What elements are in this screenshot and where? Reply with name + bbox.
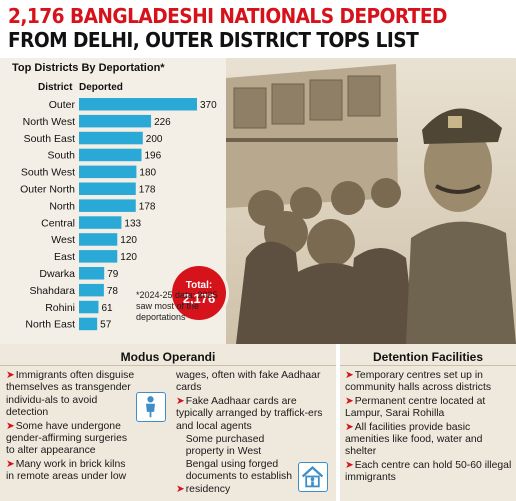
category-label: Rohini bbox=[45, 302, 75, 314]
bar bbox=[79, 131, 143, 145]
detention-facilities-panel: Detention Facilities ➤Temporary centres … bbox=[340, 344, 516, 501]
list-item: ➤Some purchased property in West Bengal … bbox=[176, 434, 292, 495]
bar bbox=[79, 199, 136, 212]
police-and-detainees-illustration bbox=[226, 58, 516, 344]
category-label: Central bbox=[41, 217, 75, 229]
total-badge: Total: 2,176 bbox=[172, 266, 226, 320]
total-label: Total: bbox=[185, 280, 213, 291]
category-label: South West bbox=[21, 167, 75, 179]
list-item: wages, often with fake Aadhaar cards bbox=[176, 370, 321, 394]
value-label: 370 bbox=[200, 100, 217, 111]
value-label: 57 bbox=[100, 320, 112, 331]
list-item: ➤Permanent centre located at Lampur, Sar… bbox=[345, 395, 486, 420]
bar bbox=[79, 267, 105, 280]
value-label: 178 bbox=[139, 185, 156, 196]
bar bbox=[79, 114, 152, 128]
bar bbox=[79, 300, 99, 314]
value-label: 226 bbox=[154, 117, 171, 128]
headline-line-1: 2,176 BANGLADESHI NATIONALS DEPORTED bbox=[8, 4, 447, 28]
modus-column-2: wages, often with fake Aadhaar cards ➤Fa… bbox=[176, 370, 334, 497]
value-label: 200 bbox=[146, 134, 163, 145]
list-item: ➤Some have undergone gender-affirming su… bbox=[6, 420, 128, 457]
bar bbox=[79, 148, 142, 162]
bar bbox=[79, 165, 137, 179]
category-label: East bbox=[54, 251, 75, 263]
list-item: ➤Temporary centres set up in community h… bbox=[345, 370, 492, 394]
bar bbox=[79, 250, 118, 263]
category-label: North bbox=[49, 200, 75, 212]
footnote: *2024-25 data; 2025 saw most of the depo… bbox=[136, 290, 218, 322]
modus-column-1: ➤Immigrants often disguise themselves as… bbox=[6, 370, 136, 485]
category-label: West bbox=[51, 234, 75, 246]
value-label: 79 bbox=[107, 269, 119, 280]
house-person-icon bbox=[298, 462, 328, 492]
category-label: Outer North bbox=[20, 184, 75, 196]
category-label: Shahdara bbox=[29, 285, 75, 297]
transgender-person-icon bbox=[136, 392, 166, 422]
category-label: Dwarka bbox=[39, 268, 75, 280]
deportation-bar-chart: Outer 370 North West 226 South East 200 South 1… bbox=[20, 98, 217, 331]
value-label: 120 bbox=[120, 235, 137, 246]
category-label: North East bbox=[25, 319, 75, 331]
bar bbox=[79, 317, 98, 331]
total-value: 2,176 bbox=[182, 291, 216, 306]
category-label: South bbox=[48, 150, 76, 162]
list-item: ➤All facilities provide basic amenities … bbox=[345, 421, 483, 458]
value-label: 180 bbox=[139, 168, 156, 179]
category-label: North West bbox=[23, 116, 75, 128]
bar bbox=[79, 283, 104, 297]
detention-facilities-title: Detention Facilities bbox=[340, 344, 516, 366]
list-item: ➤Many work in brick kilns in remote area… bbox=[6, 458, 127, 483]
bar bbox=[79, 182, 136, 195]
headline-line-2: FROM DELHI, OUTER DISTRICT TOPS LIST bbox=[8, 28, 419, 52]
chart-title: Top Districts By Deportation* bbox=[12, 62, 165, 74]
list-item: ➤Fake Aadhaar cards are typically arrang… bbox=[176, 395, 323, 432]
bar bbox=[79, 233, 118, 246]
bar bbox=[79, 216, 122, 229]
headline: 2,176 BANGLADESHI NATIONALS DEPORTED FRO… bbox=[8, 4, 508, 52]
modus-operandi-panel: Modus Operandi ➤Immigrants often disguis… bbox=[0, 344, 336, 501]
deported-column-header: Deported bbox=[79, 82, 123, 93]
value-label: 120 bbox=[120, 252, 137, 263]
value-label: 61 bbox=[101, 303, 113, 314]
value-label: 196 bbox=[145, 151, 162, 162]
district-column-header: District bbox=[38, 82, 73, 93]
value-label: 133 bbox=[124, 218, 141, 229]
modus-operandi-title: Modus Operandi bbox=[0, 344, 336, 366]
category-label: South East bbox=[24, 133, 75, 145]
detention-list: ➤Temporary centres set up in community h… bbox=[345, 370, 513, 486]
value-label: 178 bbox=[139, 201, 156, 212]
list-item: ➤Each centre can hold 50-60 illegal immi… bbox=[345, 459, 512, 484]
category-label: Outer bbox=[49, 99, 76, 111]
chart-section: Outer 370 North West 226 South East 200 South 1… bbox=[0, 58, 516, 344]
info-panels: Modus Operandi ➤Immigrants often disguis… bbox=[0, 344, 516, 501]
value-label: 78 bbox=[107, 286, 119, 297]
bar bbox=[79, 98, 197, 111]
list-item: ➤Immigrants often disguise themselves as… bbox=[6, 370, 135, 419]
